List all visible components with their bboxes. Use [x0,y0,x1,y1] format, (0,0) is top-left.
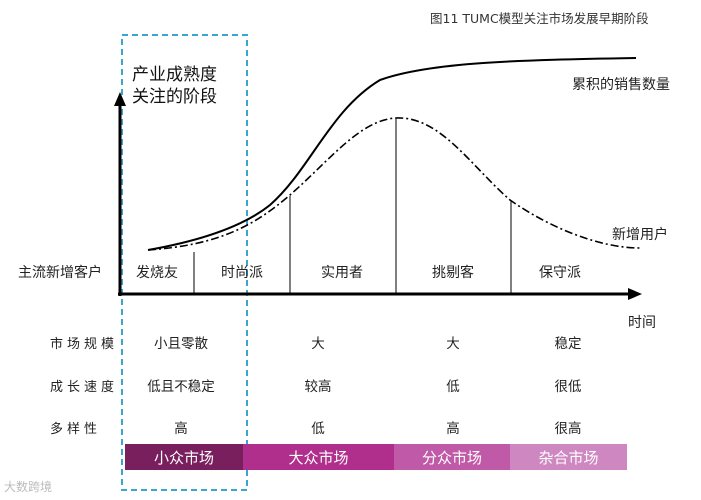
segment-enthusiasts: 发烧友 [136,265,178,281]
y-axis-arrow [114,92,126,106]
attr-label-diversity: 多样性 [50,422,102,437]
market-bar-hybrid: 杂合市场 [510,444,627,470]
cumulative-sales-curve [147,57,637,251]
cell-diversity: 高 [174,421,188,437]
focus-box-title: 产业成熟度 关注的阶段 [132,64,217,108]
figure-title: 图11 TUMC模型关注市场发展早期阶段 [430,11,649,26]
x-axis-label: 时间 [628,315,656,331]
x-axis-arrow [628,288,642,300]
cell-growth-speed: 低 [446,379,460,395]
segment-conservatives: 保守派 [539,265,581,281]
attr-label-market-size: 市场规模 [50,337,119,352]
cell-diversity: 低 [311,421,325,437]
cell-market-size: 稳定 [554,336,582,352]
cell-diversity: 很高 [554,421,582,437]
cell-growth-speed: 较高 [304,379,332,395]
cell-market-size: 大 [446,336,460,352]
cell-growth-speed: 低且不稳定 [147,379,215,395]
cumulative-sales-label: 累积的销售数量 [572,77,670,93]
cell-diversity: 高 [446,421,460,437]
attr-label-growth-speed: 成长速度 [50,380,119,395]
cell-market-size: 大 [311,336,325,352]
focus-box [121,34,248,491]
market-bar-niche: 小众市场 [125,444,243,470]
market-bar-mass: 大众市场 [243,444,394,470]
cell-market-size: 小且零散 [154,336,208,352]
segment-picky: 挑剔客 [432,265,474,281]
cell-growth-speed: 很低 [554,379,582,395]
row-header-mainstream-customers: 主流新增客户 [18,265,102,281]
watermark: 大数跨境 [4,480,53,494]
market-bar-segmented: 分众市场 [394,444,510,470]
segment-trendsetters: 时尚派 [221,265,263,281]
new-users-label: 新增用户 [612,227,668,243]
segment-pragmatists: 实用者 [321,265,363,281]
focus-title-line1: 产业成熟度 [132,65,217,85]
focus-title-line2: 关注的阶段 [132,87,217,107]
